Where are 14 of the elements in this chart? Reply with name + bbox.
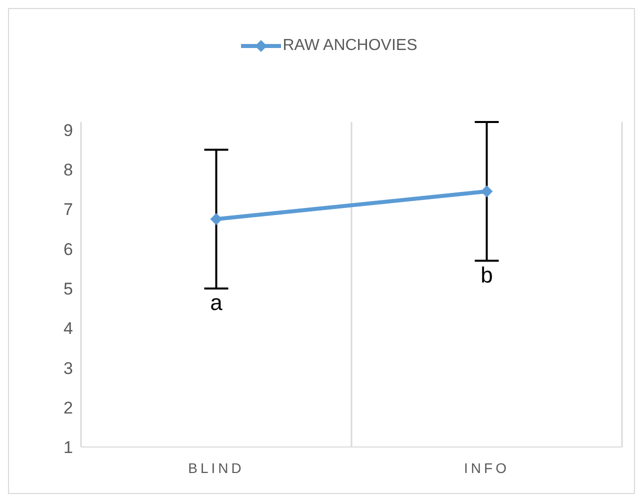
y-tick-label: 8	[64, 160, 73, 180]
x-tick-label: INFO	[464, 460, 510, 476]
y-tick-label: 6	[64, 240, 73, 259]
annotation: b	[480, 262, 493, 288]
y-tick-label: 1	[64, 438, 73, 458]
y-tick-label: 2	[64, 398, 73, 418]
y-tick-label: 5	[64, 280, 73, 298]
y-tick-label: 7	[64, 200, 73, 220]
y-tick-label: 9	[64, 120, 73, 140]
y-tick-label: 4	[64, 319, 73, 338]
annotation: a	[210, 290, 224, 316]
y-tick-label: 3	[64, 358, 73, 378]
x-tick-label: BLIND	[188, 460, 244, 476]
legend-label: RAW ANCHOVIES	[282, 37, 418, 55]
